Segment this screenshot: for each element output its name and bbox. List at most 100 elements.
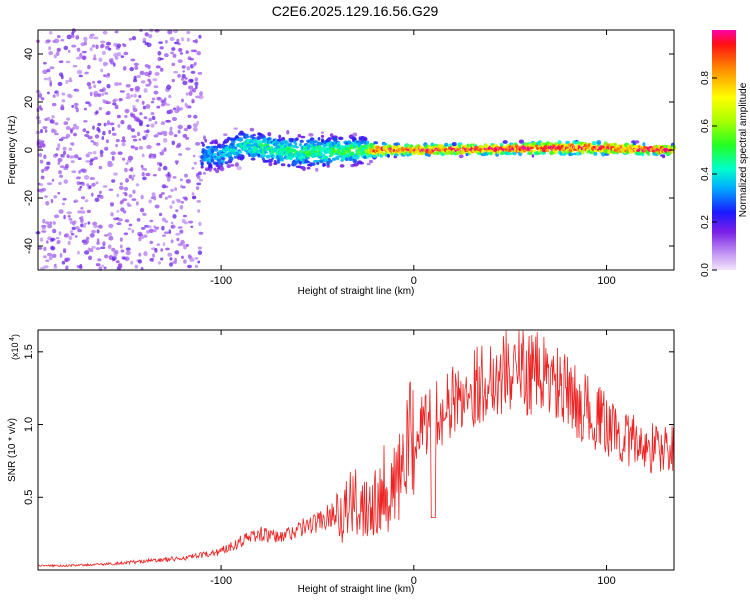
- spectrogram-cell: [187, 85, 194, 90]
- spectrogram-cell: [63, 150, 67, 156]
- spectrogram-cell: [139, 112, 143, 116]
- spectrogram-cell: [151, 115, 156, 121]
- spectrogram-cell: [73, 123, 77, 128]
- spectrogram-cell: [240, 155, 245, 160]
- spectrogram-cell: [153, 229, 157, 233]
- spectrogram-cell: [119, 90, 125, 93]
- spectrogram-cell: [195, 142, 201, 146]
- spectrogram-cell: [130, 58, 136, 62]
- spectrogram-cell: [284, 140, 289, 145]
- spectrogram-cell: [43, 61, 47, 65]
- spectrogram-cell: [95, 141, 99, 147]
- spectrogram-ytick-label: 20: [23, 96, 35, 108]
- spectrogram-cell: [124, 219, 130, 223]
- spectrogram-cell: [131, 198, 137, 201]
- spectrogram-cell: [132, 138, 138, 142]
- spectrogram-cell: [174, 187, 178, 191]
- spectrogram-cell: [185, 136, 190, 140]
- spectrogram-cell: [572, 152, 577, 156]
- spectrogram-cell: [86, 236, 90, 240]
- spectrogram-cell: [244, 135, 250, 139]
- spectrogram-cell: [596, 140, 602, 145]
- spectrogram-ytick-label: -40: [23, 238, 35, 254]
- spectrogram-cell: [160, 121, 166, 125]
- spectrogram-cell: [181, 37, 184, 42]
- spectrogram-cell: [124, 192, 128, 197]
- spectrogram-cell: [70, 160, 75, 164]
- spectrogram-cell: [93, 224, 99, 229]
- spectrogram-cell: [42, 218, 46, 224]
- spectrogram-cell: [86, 183, 90, 187]
- spectrogram-cell: [135, 98, 140, 103]
- spectrogram-cell: [109, 122, 115, 126]
- spectrogram-cell: [59, 165, 65, 169]
- spectrogram-cell: [500, 142, 504, 147]
- spectrogram-cell: [66, 211, 72, 215]
- spectrogram-cell: [41, 169, 45, 173]
- spectrogram-cell: [116, 43, 122, 48]
- spectrogram-cell: [168, 94, 172, 99]
- spectrogram-cell: [171, 47, 176, 51]
- spectrogram-cell: [123, 44, 127, 48]
- spectrogram-cell: [123, 186, 129, 191]
- spectrogram-cell: [181, 255, 184, 259]
- spectrogram-cell: [171, 116, 178, 122]
- spectrogram-cell: [156, 243, 161, 246]
- spectrogram-cell: [178, 153, 183, 156]
- spectrogram-cell: [176, 142, 182, 148]
- spectrogram-cell: [171, 200, 175, 205]
- spectrogram-cell: [83, 41, 88, 46]
- spectrogram-cell: [502, 140, 508, 144]
- spectrogram-cell: [75, 107, 79, 113]
- spectrogram-cell: [153, 196, 157, 201]
- spectrogram-cell: [200, 161, 204, 166]
- spectrogram-cell: [167, 195, 172, 199]
- spectrogram-cell: [169, 257, 173, 261]
- spectrogram-cell: [191, 167, 195, 170]
- spectrogram-cell: [143, 251, 148, 257]
- spectrogram-cell: [38, 152, 43, 158]
- spectrogram-cell: [247, 144, 252, 148]
- spectrogram-cell: [172, 53, 177, 58]
- spectrogram-cell: [71, 226, 77, 231]
- spectrogram-cell: [432, 152, 437, 155]
- spectrogram-cell: [84, 239, 89, 244]
- spectrogram-cell: [250, 157, 256, 161]
- spectrogram-cell: [55, 147, 60, 151]
- spectrogram-cell: [59, 253, 63, 258]
- spectrogram-cell: [238, 151, 243, 154]
- spectrogram-cell: [201, 143, 205, 147]
- spectrogram-cell: [169, 205, 173, 209]
- spectrogram-cell: [191, 192, 195, 196]
- spectrogram-cell: [49, 66, 55, 70]
- spectrogram-cell: [362, 144, 366, 148]
- spectrogram-cell: [110, 151, 116, 156]
- spectrogram-cell: [302, 166, 306, 171]
- spectrogram-cell: [60, 104, 65, 110]
- spectrogram-cell: [170, 239, 174, 244]
- spectrogram-cell: [159, 151, 164, 156]
- spectrogram-cell: [352, 158, 357, 164]
- spectrogram-cell: [71, 44, 77, 48]
- spectrogram-cell: [177, 129, 181, 134]
- spectrogram-cell: [121, 142, 126, 147]
- colorbar-tick-label: 0.8: [700, 71, 711, 85]
- spectrogram-cell: [71, 28, 76, 33]
- spectrogram-cell: [181, 201, 184, 204]
- spectrogram-cell: [53, 38, 60, 44]
- spectrogram-xlabel: Height of straight line (km): [298, 286, 415, 297]
- spectrogram-cell: [80, 210, 86, 214]
- spectrogram-cell: [168, 173, 172, 178]
- spectrogram-cell: [148, 117, 152, 122]
- spectrogram-cell: [97, 80, 102, 84]
- spectrogram-cell: [98, 224, 103, 229]
- spectrogram-cell: [65, 79, 69, 84]
- spectrogram-cell: [78, 74, 83, 78]
- spectrogram-cell: [165, 247, 170, 251]
- spectrogram-cell: [70, 229, 73, 234]
- spectrogram-cell: [193, 161, 197, 165]
- spectrogram-cell: [84, 250, 90, 255]
- spectrogram-cell: [99, 153, 104, 158]
- spectrogram-cell: [119, 182, 123, 186]
- spectrogram-cell: [150, 112, 155, 116]
